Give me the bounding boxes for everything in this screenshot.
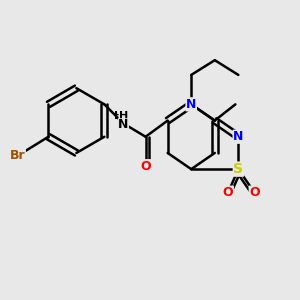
- Text: S: S: [233, 162, 243, 176]
- Text: S: S: [233, 162, 243, 176]
- Text: N: N: [186, 98, 196, 111]
- Text: O: O: [140, 160, 151, 173]
- Text: O: O: [223, 186, 233, 199]
- Text: O: O: [249, 186, 260, 199]
- Text: O: O: [140, 160, 151, 173]
- Text: N: N: [118, 118, 129, 131]
- Text: H: H: [119, 111, 128, 121]
- Text: N: N: [117, 118, 127, 131]
- Text: N: N: [233, 130, 244, 143]
- Text: O: O: [223, 186, 233, 199]
- Text: Br: Br: [10, 149, 25, 162]
- Text: N: N: [233, 130, 244, 143]
- Text: O: O: [249, 186, 260, 199]
- Text: H: H: [115, 111, 124, 121]
- Text: N: N: [186, 98, 196, 111]
- Text: Br: Br: [10, 149, 25, 162]
